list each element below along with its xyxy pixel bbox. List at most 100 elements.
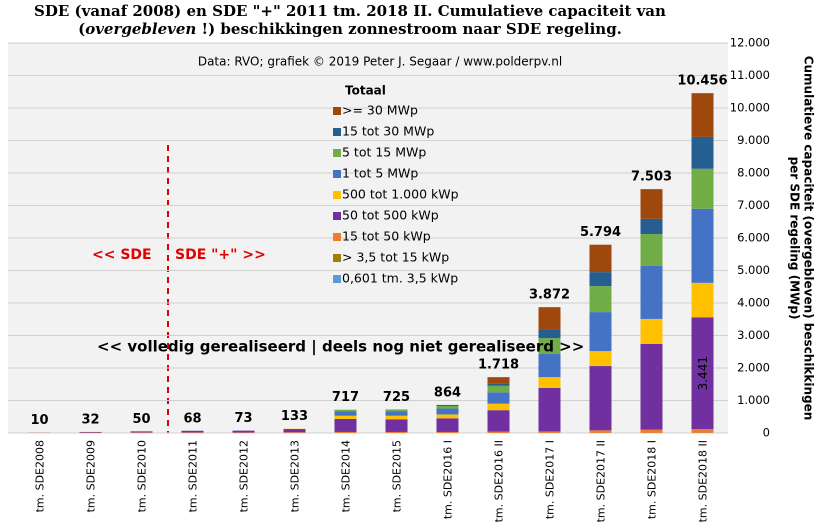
x-tick-label: tm. SDE2009 xyxy=(85,440,98,512)
x-tick-group: tm. SDE2018 I xyxy=(646,440,659,519)
value-label-group: 3.441 xyxy=(696,356,710,390)
legend-label: 50 tot 500 kWp xyxy=(342,208,439,223)
total-label: 10.456 xyxy=(677,74,727,89)
bar-segment xyxy=(232,430,255,433)
x-tick-label: tm. SDE2013 xyxy=(289,440,302,512)
x-tick-group: tm. SDE2012 xyxy=(238,440,251,512)
legend-swatch xyxy=(333,107,341,115)
y-tick-label: 3.000 xyxy=(737,328,770,342)
bar-segment xyxy=(436,431,459,433)
x-tick-label: tm. SDE2017 II xyxy=(595,440,608,522)
bar-segment xyxy=(691,136,714,169)
total-label: 864 xyxy=(434,385,461,400)
bar-segment xyxy=(334,418,357,432)
x-tick-label: tm. SDE2011 xyxy=(187,440,200,512)
x-tick-group: tm. SDE2008 xyxy=(34,440,47,512)
total-label: 3.872 xyxy=(529,288,570,303)
total-label: 1.718 xyxy=(478,358,519,373)
x-tick-group: tm. SDE2013 xyxy=(289,440,302,512)
x-tick-label: tm. SDE2016 II xyxy=(493,440,506,522)
x-tick-group: tm. SDE2017 I xyxy=(544,440,557,519)
bar-segment xyxy=(436,418,459,432)
legend-label: 15 tot 30 MWp xyxy=(342,124,434,139)
bar-segment xyxy=(487,385,510,393)
legend-swatch xyxy=(333,170,341,178)
bar-segment xyxy=(589,430,612,433)
bar-segment xyxy=(487,392,510,404)
bar-segment xyxy=(385,431,408,433)
y-tick-label: 9.000 xyxy=(737,133,770,147)
y-tick-label: 6.000 xyxy=(737,231,770,245)
annotation: << volledig gerealiseerd | deels nog nie… xyxy=(97,338,584,357)
bar-segment xyxy=(538,387,561,432)
total-label: 10 xyxy=(30,413,48,428)
legend-swatch xyxy=(333,233,341,241)
bar-segment xyxy=(691,93,714,137)
total-label: 717 xyxy=(332,390,359,405)
bar-segment xyxy=(538,354,561,378)
legend-label: 0,601 tm. 3,5 kWp xyxy=(342,271,458,286)
y-tick-label: 0 xyxy=(763,426,770,440)
total-label: 68 xyxy=(183,411,201,426)
bar-segment xyxy=(538,338,561,355)
bar-segment xyxy=(640,318,663,344)
legend-label: 5 tot 15 MWp xyxy=(342,145,426,160)
y-axis-label-line: per SDE regeling (MWp) xyxy=(788,157,802,320)
bar-segment xyxy=(436,404,459,406)
bar-segment xyxy=(640,234,663,266)
bar-segment xyxy=(640,218,663,235)
y-axis-label-line: Cumulatieve capaciteit (overgebleven) be… xyxy=(802,56,816,421)
bar-segment xyxy=(334,415,357,419)
bar-segment xyxy=(181,432,204,433)
y-tick-label: 2.000 xyxy=(737,361,770,375)
x-tick-label: tm. SDE2018 I xyxy=(646,440,659,519)
subtitle: Data: RVO; grafiek © 2019 Peter J. Segaa… xyxy=(198,55,562,69)
bar-segment xyxy=(385,415,408,420)
bar-segment xyxy=(640,343,663,430)
bar-segment xyxy=(640,265,663,319)
legend-swatch xyxy=(333,275,341,283)
x-tick-group: tm. SDE2018 II xyxy=(697,440,710,522)
bar-segment xyxy=(589,366,612,431)
legend-label: 15 tot 50 kWp xyxy=(342,229,431,244)
bar-segment xyxy=(385,419,408,432)
bar-segment xyxy=(589,286,612,313)
y-tick-label: 4.000 xyxy=(737,296,770,310)
bar-segment xyxy=(487,383,510,386)
bar-segment xyxy=(589,312,612,352)
x-tick-label: tm. SDE2012 xyxy=(238,440,251,512)
y-tick-label: 5.000 xyxy=(737,263,770,277)
x-tick-group: tm. SDE2016 I xyxy=(442,440,455,519)
annotation: SDE "+" >> xyxy=(175,247,266,263)
bar-segment xyxy=(538,377,561,388)
chart-title: (overgebleven !) beschikkingen zonnestro… xyxy=(78,20,622,38)
bar-segment xyxy=(130,431,153,433)
x-tick-group: tm. SDE2009 xyxy=(85,440,98,512)
bar-segment xyxy=(385,409,408,412)
total-label: 5.794 xyxy=(580,225,621,240)
bar-segment xyxy=(538,307,561,330)
bar-segment xyxy=(691,208,714,283)
legend-swatch xyxy=(333,212,341,220)
x-tick-group: tm. SDE2010 xyxy=(136,440,149,512)
x-tick-label: tm. SDE2015 xyxy=(391,440,404,512)
legend-label: > 3,5 tot 15 kWp xyxy=(342,250,449,265)
x-tick-label: tm. SDE2016 I xyxy=(442,440,455,519)
bar-segment xyxy=(691,429,714,433)
bar-segment xyxy=(334,431,357,433)
bar-segment xyxy=(487,431,510,433)
legend-title: Totaal xyxy=(345,84,386,98)
y-tick-label: 11.000 xyxy=(730,68,770,82)
bar-segment xyxy=(589,351,612,367)
bar-segment xyxy=(691,282,714,318)
x-tick-label: tm. SDE2018 II xyxy=(697,440,710,522)
title-part: ( xyxy=(78,20,85,38)
bar-segment xyxy=(487,403,510,411)
bar-segment xyxy=(385,411,408,416)
chart-title: SDE (vanaf 2008) en SDE "+" 2011 tm. 201… xyxy=(34,2,666,20)
bar-segment xyxy=(487,410,510,432)
title-part: !) beschikkingen zonnestroom naar SDE re… xyxy=(196,20,622,38)
bar-segment xyxy=(640,189,663,219)
bar-segment xyxy=(334,409,357,412)
